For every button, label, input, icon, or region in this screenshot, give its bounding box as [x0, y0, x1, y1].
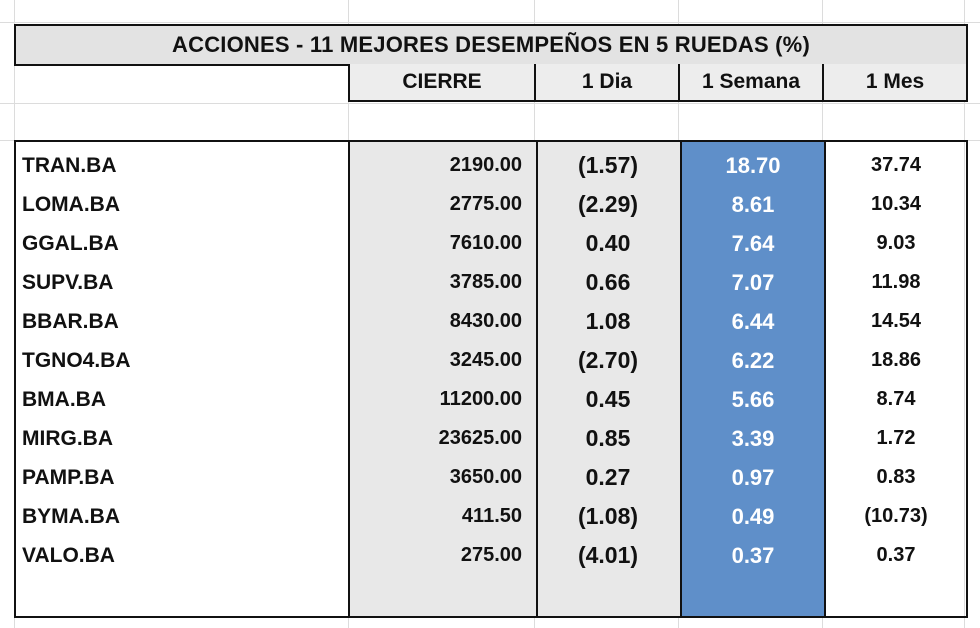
- cierre-cell: 11200.00: [439, 388, 522, 410]
- ticker-cell: TGNO4.BA: [22, 348, 131, 372]
- ticker-cell: TRAN.BA: [22, 153, 117, 177]
- ticker-cell: GGAL.BA: [22, 231, 119, 255]
- table-title: ACCIONES - 11 MEJORES DESEMPEÑOS EN 5 RU…: [14, 24, 968, 66]
- dia-cell: (2.29): [577, 191, 639, 217]
- mes-cell: 0.83: [876, 466, 916, 488]
- dia-column-background: [538, 142, 680, 616]
- mes-cell: 37.74: [870, 154, 922, 176]
- column-header-cierre: CIERRE: [402, 70, 482, 93]
- mes-cell: 18.86: [870, 349, 922, 371]
- mes-cell: 1.72: [876, 427, 916, 449]
- cierre-cell: 275.00: [460, 544, 522, 566]
- column-separator: [348, 142, 350, 616]
- cierre-cell: 3650.00: [449, 466, 522, 488]
- mes-cell: 11.98: [871, 271, 921, 293]
- semana-cell: 5.66: [731, 386, 775, 412]
- dia-cell: (1.57): [577, 152, 639, 178]
- dia-cell: (2.70): [577, 347, 639, 373]
- mes-cell: (10.73): [864, 505, 928, 527]
- table-row: BBAR.BA 8430.00 1.08 6.44 14.54: [16, 302, 966, 341]
- ticker-cell: SUPV.BA: [22, 270, 114, 294]
- mes-cell: 14.54: [870, 310, 922, 332]
- cierre-cell: 23625.00: [438, 427, 522, 449]
- column-separator: [680, 142, 682, 616]
- table-row: VALO.BA 275.00 (4.01) 0.37 0.37: [16, 536, 966, 575]
- semana-cell: 3.39: [731, 425, 775, 451]
- table-row: PAMP.BA 3650.00 0.27 0.97 0.83: [16, 458, 966, 497]
- table-row: BMA.BA 11200.00 0.45 5.66 8.74: [16, 380, 966, 419]
- column-separator: [536, 142, 538, 616]
- data-table: TRAN.BA 2190.00 (1.57) 18.70 37.74 LOMA.…: [14, 140, 968, 618]
- cierre-cell: 8430.00: [449, 310, 522, 332]
- dia-cell: 0.27: [585, 464, 631, 490]
- cierre-cell: 3245.00: [449, 349, 522, 371]
- cierre-cell: 3785.00: [449, 271, 522, 293]
- header-separator: [678, 64, 680, 100]
- ticker-cell: BBAR.BA: [22, 309, 119, 333]
- column-header-1-mes: 1 Mes: [865, 70, 925, 93]
- table-title-text: ACCIONES - 11 MEJORES DESEMPEÑOS EN 5 RU…: [172, 32, 810, 57]
- column-header-row: CIERRE 1 Dia 1 Semana 1 Mes: [348, 64, 968, 102]
- ticker-cell: PAMP.BA: [22, 465, 115, 489]
- header-separator: [822, 64, 824, 100]
- mes-cell: 8.74: [876, 388, 916, 410]
- column-separator: [824, 142, 826, 616]
- semana-cell: 0.49: [731, 503, 775, 529]
- ticker-cell: BMA.BA: [22, 387, 106, 411]
- semana-cell: 0.97: [731, 464, 775, 490]
- table-row: BYMA.BA 411.50 (1.08) 0.49 (10.73): [16, 497, 966, 536]
- ticker-cell: BYMA.BA: [22, 504, 120, 528]
- cierre-cell: 2190.00: [449, 154, 522, 176]
- dia-cell: (4.01): [577, 542, 639, 568]
- table-row: MIRG.BA 23625.00 0.85 3.39 1.72: [16, 419, 966, 458]
- semana-cell: 7.64: [731, 230, 775, 256]
- dia-cell: 0.40: [585, 230, 631, 256]
- semana-cell: 6.44: [731, 308, 775, 334]
- semana-cell: 8.61: [731, 191, 775, 217]
- dia-cell: 0.66: [585, 269, 631, 295]
- cierre-cell: 7610.00: [449, 232, 522, 254]
- semana-cell: 0.37: [731, 542, 775, 568]
- table-row: SUPV.BA 3785.00 0.66 7.07 11.98: [16, 263, 966, 302]
- ticker-cell: MIRG.BA: [22, 426, 113, 450]
- semana-cell: 7.07: [731, 269, 775, 295]
- semana-cell: 18.70: [725, 152, 781, 178]
- dia-cell: 1.08: [585, 308, 631, 334]
- cierre-column-background: [350, 142, 536, 616]
- dia-cell: 0.45: [585, 386, 631, 412]
- cierre-cell: 2775.00: [449, 193, 522, 215]
- table-row: TRAN.BA 2190.00 (1.57) 18.70 37.74: [16, 146, 966, 185]
- table-row: TGNO4.BA 3245.00 (2.70) 6.22 18.86: [16, 341, 966, 380]
- semana-cell: 6.22: [731, 347, 775, 373]
- mes-cell: 0.37: [876, 544, 916, 566]
- mes-cell: 10.34: [870, 193, 922, 215]
- column-header-1-semana: 1 Semana: [701, 70, 801, 93]
- cierre-cell: 411.50: [461, 505, 522, 527]
- dia-cell: 0.85: [585, 425, 631, 451]
- column-header-1-dia: 1 Dia: [581, 70, 633, 93]
- table-row: LOMA.BA 2775.00 (2.29) 8.61 10.34: [16, 185, 966, 224]
- ticker-cell: VALO.BA: [22, 543, 115, 567]
- dia-cell: (1.08): [577, 503, 639, 529]
- ticker-cell: LOMA.BA: [22, 192, 120, 216]
- header-separator: [534, 64, 536, 100]
- semana-column-background: [682, 142, 824, 616]
- mes-cell: 9.03: [876, 232, 916, 254]
- table-row: GGAL.BA 7610.00 0.40 7.64 9.03: [16, 224, 966, 263]
